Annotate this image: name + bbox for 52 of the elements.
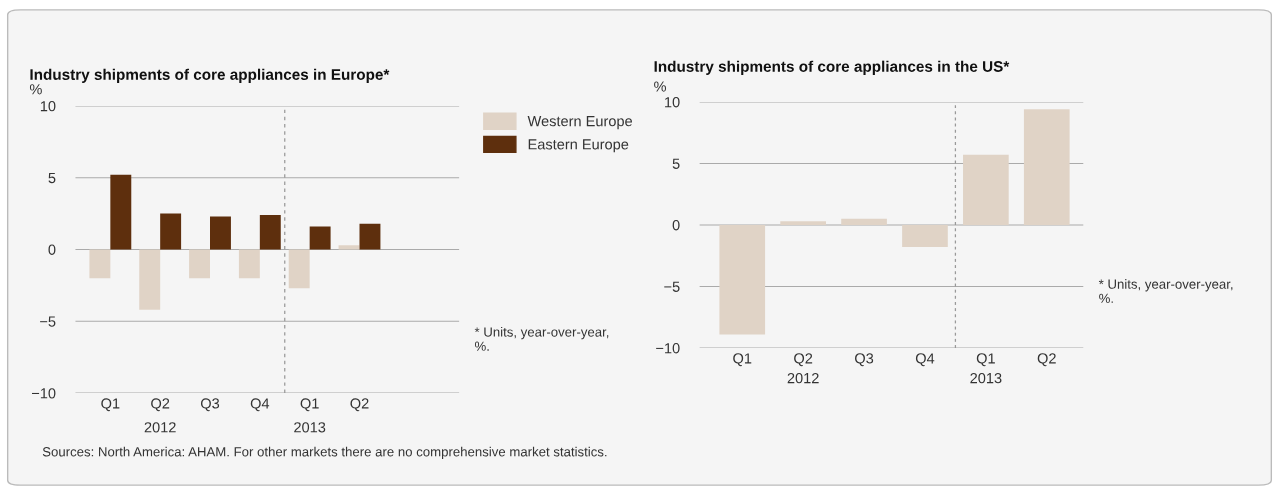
x-tick-label: Q3 <box>855 353 874 367</box>
y-tick-label: 10 <box>665 97 680 108</box>
y-tick-label: 0 <box>672 220 680 231</box>
bar <box>841 218 887 225</box>
bar <box>963 154 1009 225</box>
bar <box>780 221 826 225</box>
x-tick-label: Q4 <box>250 398 270 412</box>
x-tick-label: Q1 <box>300 398 319 412</box>
bar <box>189 249 211 279</box>
y-axis-title: % <box>654 81 667 92</box>
y-tick-label: 0 <box>48 244 56 255</box>
text: * Units, year-over-year, %. <box>474 327 609 351</box>
y-tick-label: 5 <box>48 172 56 184</box>
x-tick-label: Q1 <box>976 353 995 367</box>
text: 2012 <box>787 372 819 384</box>
bar <box>309 226 331 250</box>
y-tick-label: −10 <box>32 388 56 399</box>
bar <box>139 249 161 310</box>
x-tick-label: Q3 <box>200 398 220 412</box>
text: * Units, year-over-year, %. <box>1098 279 1233 303</box>
bar <box>1023 109 1070 225</box>
x-tick-label: Q4 <box>915 353 935 367</box>
text: 2012 <box>144 422 176 433</box>
bar <box>259 215 281 250</box>
bar <box>89 249 111 279</box>
x-tick-label: Q1 <box>733 353 752 367</box>
legend-label: Eastern Europe <box>528 139 629 153</box>
x-tick-label: Q2 <box>350 398 369 412</box>
x-tick-label: Q2 <box>151 398 170 412</box>
x-tick-label: Q2 <box>794 353 813 367</box>
bar <box>110 174 132 250</box>
bar <box>210 216 231 250</box>
bar <box>719 224 766 335</box>
bar <box>238 249 260 279</box>
bar <box>288 249 310 289</box>
chart-title: Industry shipments of core appliances in the US* <box>654 60 1010 75</box>
x-tick-label: Q2 <box>1037 353 1056 367</box>
chart-title: Industry shipments of core appliances in Europe* <box>30 68 390 83</box>
text: 2013 <box>294 422 326 433</box>
y-tick-label: −10 <box>656 343 680 354</box>
x-tick-label: Q1 <box>101 398 120 412</box>
y-tick-label: −5 <box>40 316 56 327</box>
y-tick-label: 10 <box>40 101 56 112</box>
y-axis-title: % <box>29 84 42 95</box>
text: 2013 <box>970 372 1002 384</box>
bar <box>902 224 948 248</box>
source-note: Sources: North America: AHAM. For other markets there are no comprehensive market statistics. <box>42 446 607 460</box>
y-tick-label: 5 <box>672 158 680 169</box>
bar <box>359 223 381 250</box>
y-tick-label: −5 <box>664 281 680 292</box>
legend-label: Western Europe <box>527 116 633 130</box>
bar <box>160 213 182 250</box>
